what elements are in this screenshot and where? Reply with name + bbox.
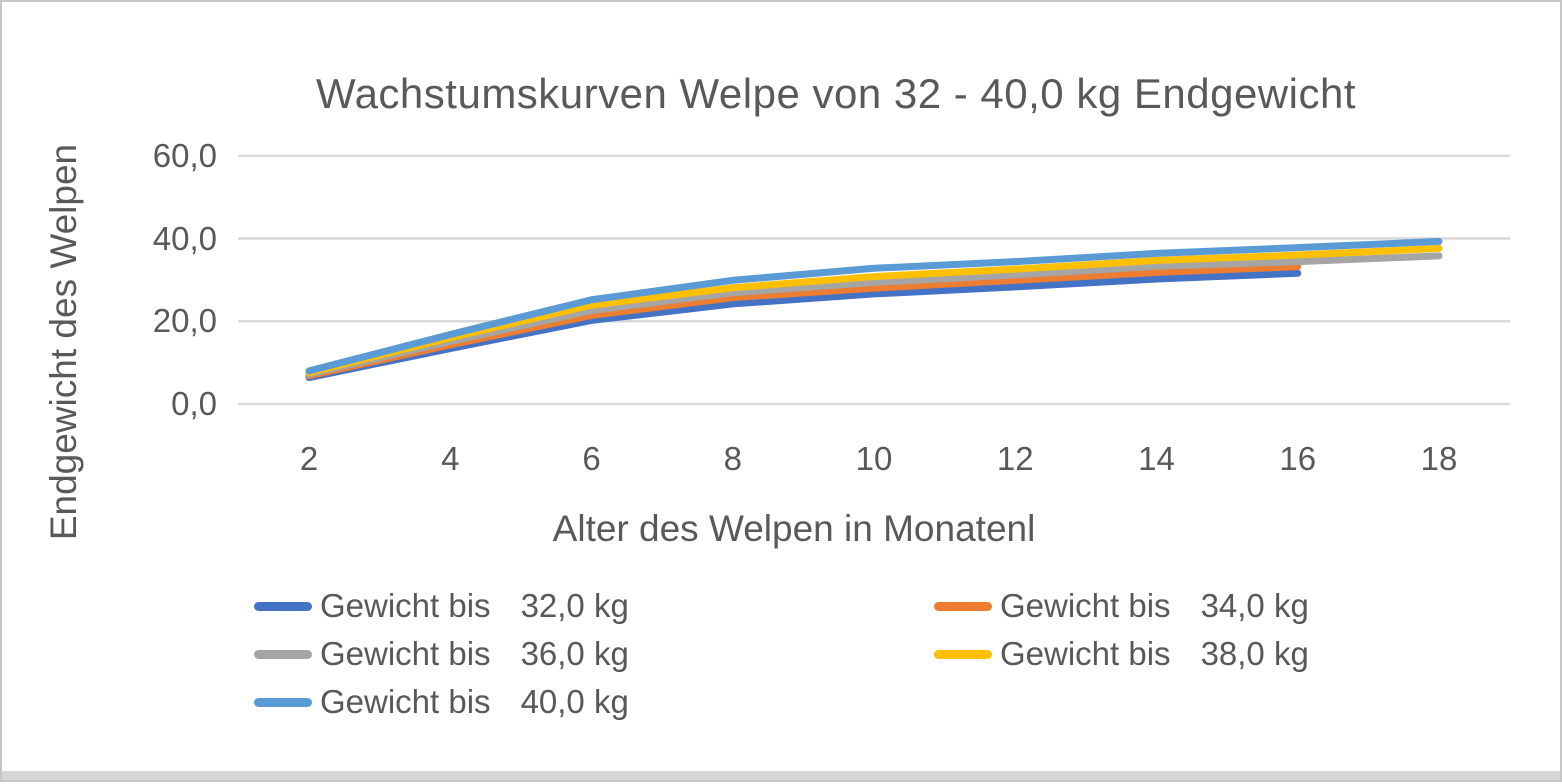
legend-item: Gewicht bis 36,0 kg	[254, 635, 934, 673]
series-line	[305, 269, 1302, 382]
chart-title: Wachstumskurven Welpe von 32 - 40,0 kg E…	[315, 70, 1357, 117]
x-tick-label: 6	[582, 440, 601, 477]
y-tick-label: 20,0	[152, 302, 217, 340]
y-tick-label: 0,0	[171, 385, 217, 422]
x-tick-label: 18	[1420, 440, 1458, 477]
legend-line-swatch	[934, 601, 992, 611]
legend-item: Gewicht bis 32,0 kg	[254, 587, 934, 625]
legend-label: Gewicht bis	[320, 683, 491, 720]
legend-line-swatch	[254, 697, 312, 707]
legend-item: Gewicht bis 40,0 kg	[254, 683, 934, 721]
legend-line-swatch	[934, 649, 992, 659]
legend-value: 32,0 kg	[520, 587, 629, 624]
series-line	[305, 252, 1443, 378]
x-tick-label: 14	[1138, 440, 1175, 477]
legend-item: Gewicht bis 34,0 kg	[934, 587, 1394, 625]
series-line	[305, 263, 1302, 380]
legend-value: 40,0 kg	[520, 683, 629, 720]
legend-label: Gewicht bis	[1000, 635, 1171, 672]
x-tick-label: 10	[855, 440, 893, 477]
y-tick-label: 60,0	[152, 136, 217, 174]
legend-value: 36,0 kg	[520, 635, 629, 672]
bottom-scrollbar-track	[2, 771, 1560, 780]
legend-line-swatch	[254, 601, 312, 611]
x-tick-label: 8	[723, 440, 742, 477]
legend-line-swatch	[254, 649, 312, 659]
y-tick-label: 40,0	[152, 219, 217, 257]
x-tick-label: 2	[299, 440, 319, 477]
legend-value: 38,0 kg	[1200, 635, 1309, 672]
legend-label: Gewicht bis	[320, 635, 491, 672]
legend-label: Gewicht bis	[1000, 587, 1171, 624]
x-tick-label: 12	[996, 440, 1034, 477]
series-line	[305, 237, 1443, 375]
x-axis-title: Alter des Welpen in Monatenl	[552, 508, 1036, 549]
legend-item: Gewicht bis 38,0 kg	[934, 635, 1394, 673]
legend: Gewicht bis 32,0 kg Gewicht bis 34,0 kg Gewi…	[254, 582, 1394, 726]
legend-label: Gewicht bis	[320, 587, 491, 624]
legend-value: 34,0 kg	[1200, 587, 1309, 624]
x-tick-label: 16	[1279, 440, 1317, 477]
series-line	[305, 244, 1443, 377]
x-tick-label: 4	[441, 440, 460, 477]
